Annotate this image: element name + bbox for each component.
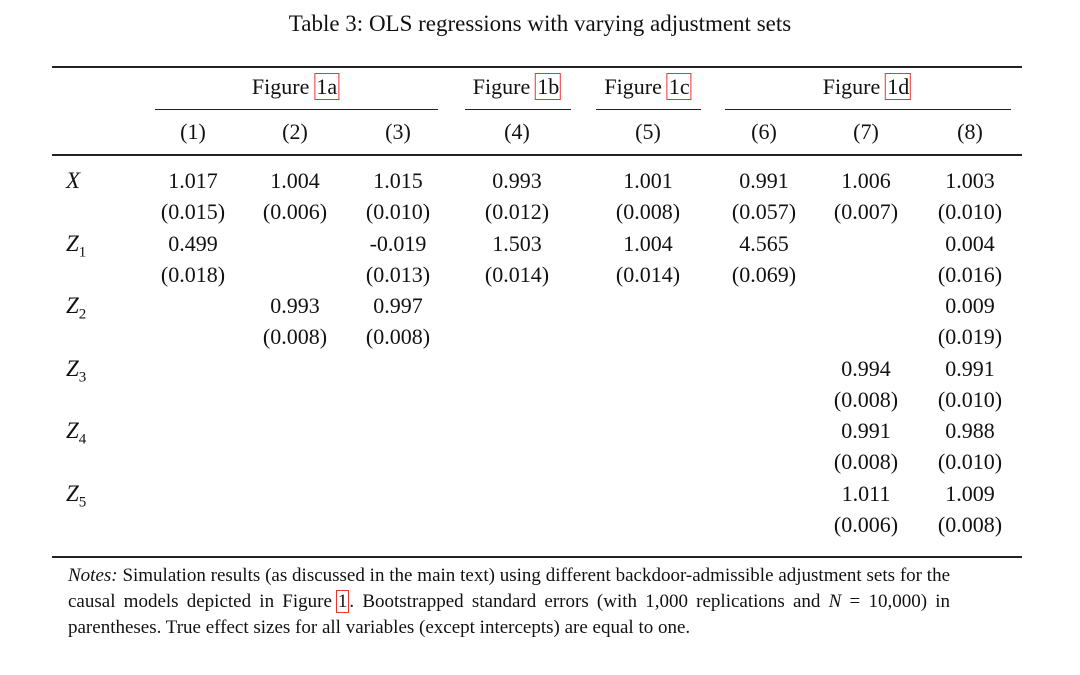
variable-subscript: 1 xyxy=(78,244,87,261)
coefficient: 1.009 xyxy=(945,480,995,506)
math-symbol: N xyxy=(828,591,842,612)
column-number: (2) xyxy=(282,119,308,144)
standard-error: (0.018) xyxy=(160,261,226,287)
variable-name: Z xyxy=(66,293,79,318)
standard-error: (0.012) xyxy=(484,199,550,224)
variable-subscript: 3 xyxy=(78,369,87,386)
group-rule xyxy=(465,109,571,110)
group-header: Figure 1d xyxy=(822,73,912,100)
column-number: (4) xyxy=(504,119,530,144)
notes-text: . Bootstrapped standard errors (with 1,0… xyxy=(349,591,821,612)
standard-error: (0.008) xyxy=(937,511,1003,537)
group-label: Figure xyxy=(604,74,662,99)
variable-subscript: 5 xyxy=(78,494,87,511)
coefficient: 1.001 xyxy=(623,168,673,193)
group-rule xyxy=(155,109,438,110)
variable-name: X xyxy=(66,168,81,193)
variable-name: Z xyxy=(66,230,79,256)
row-label: Z1 xyxy=(66,231,86,262)
standard-error: (0.069) xyxy=(731,261,797,287)
column-number: (5) xyxy=(635,119,661,144)
coefficient: 1.503 xyxy=(492,230,542,256)
standard-error: (0.008) xyxy=(615,199,681,224)
row-label: X xyxy=(66,168,80,194)
notes-text: = 10,000) in parentheses. True effect si… xyxy=(68,591,950,638)
coefficient: 0.991 xyxy=(945,355,995,381)
group-header: Figure 1b xyxy=(472,73,562,100)
standard-error: (0.057) xyxy=(731,199,797,224)
coefficient: 1.004 xyxy=(270,168,320,193)
variable-name: Z xyxy=(66,418,79,443)
table-title: Table 3: OLS regressions with varying ad… xyxy=(288,11,792,36)
standard-error: (0.013) xyxy=(365,261,431,287)
coefficient: 1.003 xyxy=(945,168,995,193)
standard-error: (0.014) xyxy=(615,261,681,287)
standard-error: (0.006) xyxy=(262,199,328,224)
coefficient: 0.004 xyxy=(945,230,995,256)
coefficient: 1.004 xyxy=(623,230,673,256)
figure-ref[interactable]: 1c xyxy=(666,73,692,100)
group-label: Figure xyxy=(251,74,310,99)
standard-error: (0.010) xyxy=(937,449,1003,474)
coefficient: 0.988 xyxy=(945,418,995,443)
row-label: Z4 xyxy=(66,418,86,449)
standard-error: (0.014) xyxy=(484,261,550,287)
coefficient: 0.991 xyxy=(739,168,789,193)
coefficient: 1.015 xyxy=(373,168,423,193)
standard-error: (0.008) xyxy=(262,324,328,349)
standard-error: (0.010) xyxy=(937,199,1003,224)
standard-error: (0.007) xyxy=(833,199,899,224)
coefficient: 0.993 xyxy=(492,168,542,193)
column-number: (6) xyxy=(751,119,777,144)
coefficient: 0.993 xyxy=(270,293,320,318)
coefficient: 0.009 xyxy=(945,293,995,318)
column-number: (7) xyxy=(853,119,879,144)
standard-error: (0.010) xyxy=(365,199,431,224)
variable-subscript: 4 xyxy=(78,431,87,448)
figure-ref[interactable]: 1 xyxy=(335,590,350,613)
row-label: Z2 xyxy=(66,293,86,324)
coefficient: 1.011 xyxy=(841,480,891,506)
group-label: Figure xyxy=(822,74,881,99)
coefficient: 0.499 xyxy=(168,230,218,256)
top-rule xyxy=(52,66,1022,68)
variable-subscript: 2 xyxy=(78,306,87,323)
standard-error: (0.008) xyxy=(833,386,899,412)
column-number: (8) xyxy=(957,119,983,144)
group-rule xyxy=(725,109,1011,110)
standard-error: (0.016) xyxy=(937,261,1003,287)
variable-name: Z xyxy=(66,480,79,506)
group-header: Figure 1c xyxy=(604,73,692,100)
standard-error: (0.008) xyxy=(833,449,899,474)
variable-name: Z xyxy=(66,355,79,381)
column-number: (3) xyxy=(385,119,411,144)
row-label: Z5 xyxy=(66,481,86,512)
group-rule xyxy=(596,109,701,110)
notes-label: Notes: xyxy=(68,565,118,586)
standard-error: (0.010) xyxy=(937,386,1003,412)
header-rule xyxy=(52,154,1022,156)
notes: Notes: Simulation results (as discussed … xyxy=(68,563,950,641)
coefficient: 1.017 xyxy=(168,168,218,193)
standard-error: (0.015) xyxy=(160,199,226,224)
coefficient: 0.994 xyxy=(841,355,891,381)
coefficient: -0.019 xyxy=(369,230,427,256)
figure-ref[interactable]: 1a xyxy=(314,73,340,100)
coefficient: 1.006 xyxy=(841,168,891,193)
standard-error: (0.008) xyxy=(365,324,431,349)
figure-ref[interactable]: 1d xyxy=(885,73,912,100)
notes-text: Simulation results (as discussed in the … xyxy=(68,565,951,612)
figure-ref[interactable]: 1b xyxy=(535,73,562,100)
group-header: Figure 1a xyxy=(251,73,340,100)
column-number: (1) xyxy=(180,119,206,144)
bottom-rule xyxy=(52,556,1022,558)
coefficient: 0.997 xyxy=(373,293,423,318)
coefficient: 4.565 xyxy=(739,230,789,256)
standard-error: (0.019) xyxy=(937,324,1003,349)
coefficient: 0.991 xyxy=(841,418,891,443)
row-label: Z3 xyxy=(66,356,86,387)
standard-error: (0.006) xyxy=(833,511,899,537)
group-label: Figure xyxy=(472,74,531,99)
